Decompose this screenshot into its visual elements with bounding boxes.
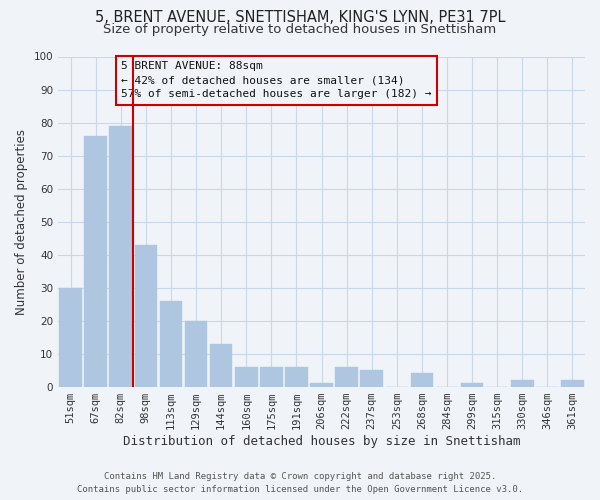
Bar xyxy=(511,380,533,386)
Text: Size of property relative to detached houses in Snettisham: Size of property relative to detached ho… xyxy=(103,22,497,36)
Y-axis label: Number of detached properties: Number of detached properties xyxy=(15,128,28,314)
Text: 5, BRENT AVENUE, SNETTISHAM, KING'S LYNN, PE31 7PL: 5, BRENT AVENUE, SNETTISHAM, KING'S LYNN… xyxy=(95,10,505,25)
Bar xyxy=(85,136,107,386)
Bar xyxy=(210,344,232,386)
Bar xyxy=(285,367,308,386)
Bar xyxy=(160,301,182,386)
Bar xyxy=(185,320,208,386)
Bar xyxy=(235,367,257,386)
Bar xyxy=(361,370,383,386)
Bar xyxy=(335,367,358,386)
Bar xyxy=(59,288,82,386)
Bar xyxy=(410,374,433,386)
X-axis label: Distribution of detached houses by size in Snettisham: Distribution of detached houses by size … xyxy=(123,434,520,448)
Bar xyxy=(109,126,132,386)
Bar xyxy=(134,244,157,386)
Text: 5 BRENT AVENUE: 88sqm
← 42% of detached houses are smaller (134)
57% of semi-det: 5 BRENT AVENUE: 88sqm ← 42% of detached … xyxy=(121,62,432,100)
Bar xyxy=(310,384,333,386)
Bar xyxy=(260,367,283,386)
Bar xyxy=(461,384,484,386)
Bar xyxy=(561,380,584,386)
Text: Contains HM Land Registry data © Crown copyright and database right 2025.
Contai: Contains HM Land Registry data © Crown c… xyxy=(77,472,523,494)
